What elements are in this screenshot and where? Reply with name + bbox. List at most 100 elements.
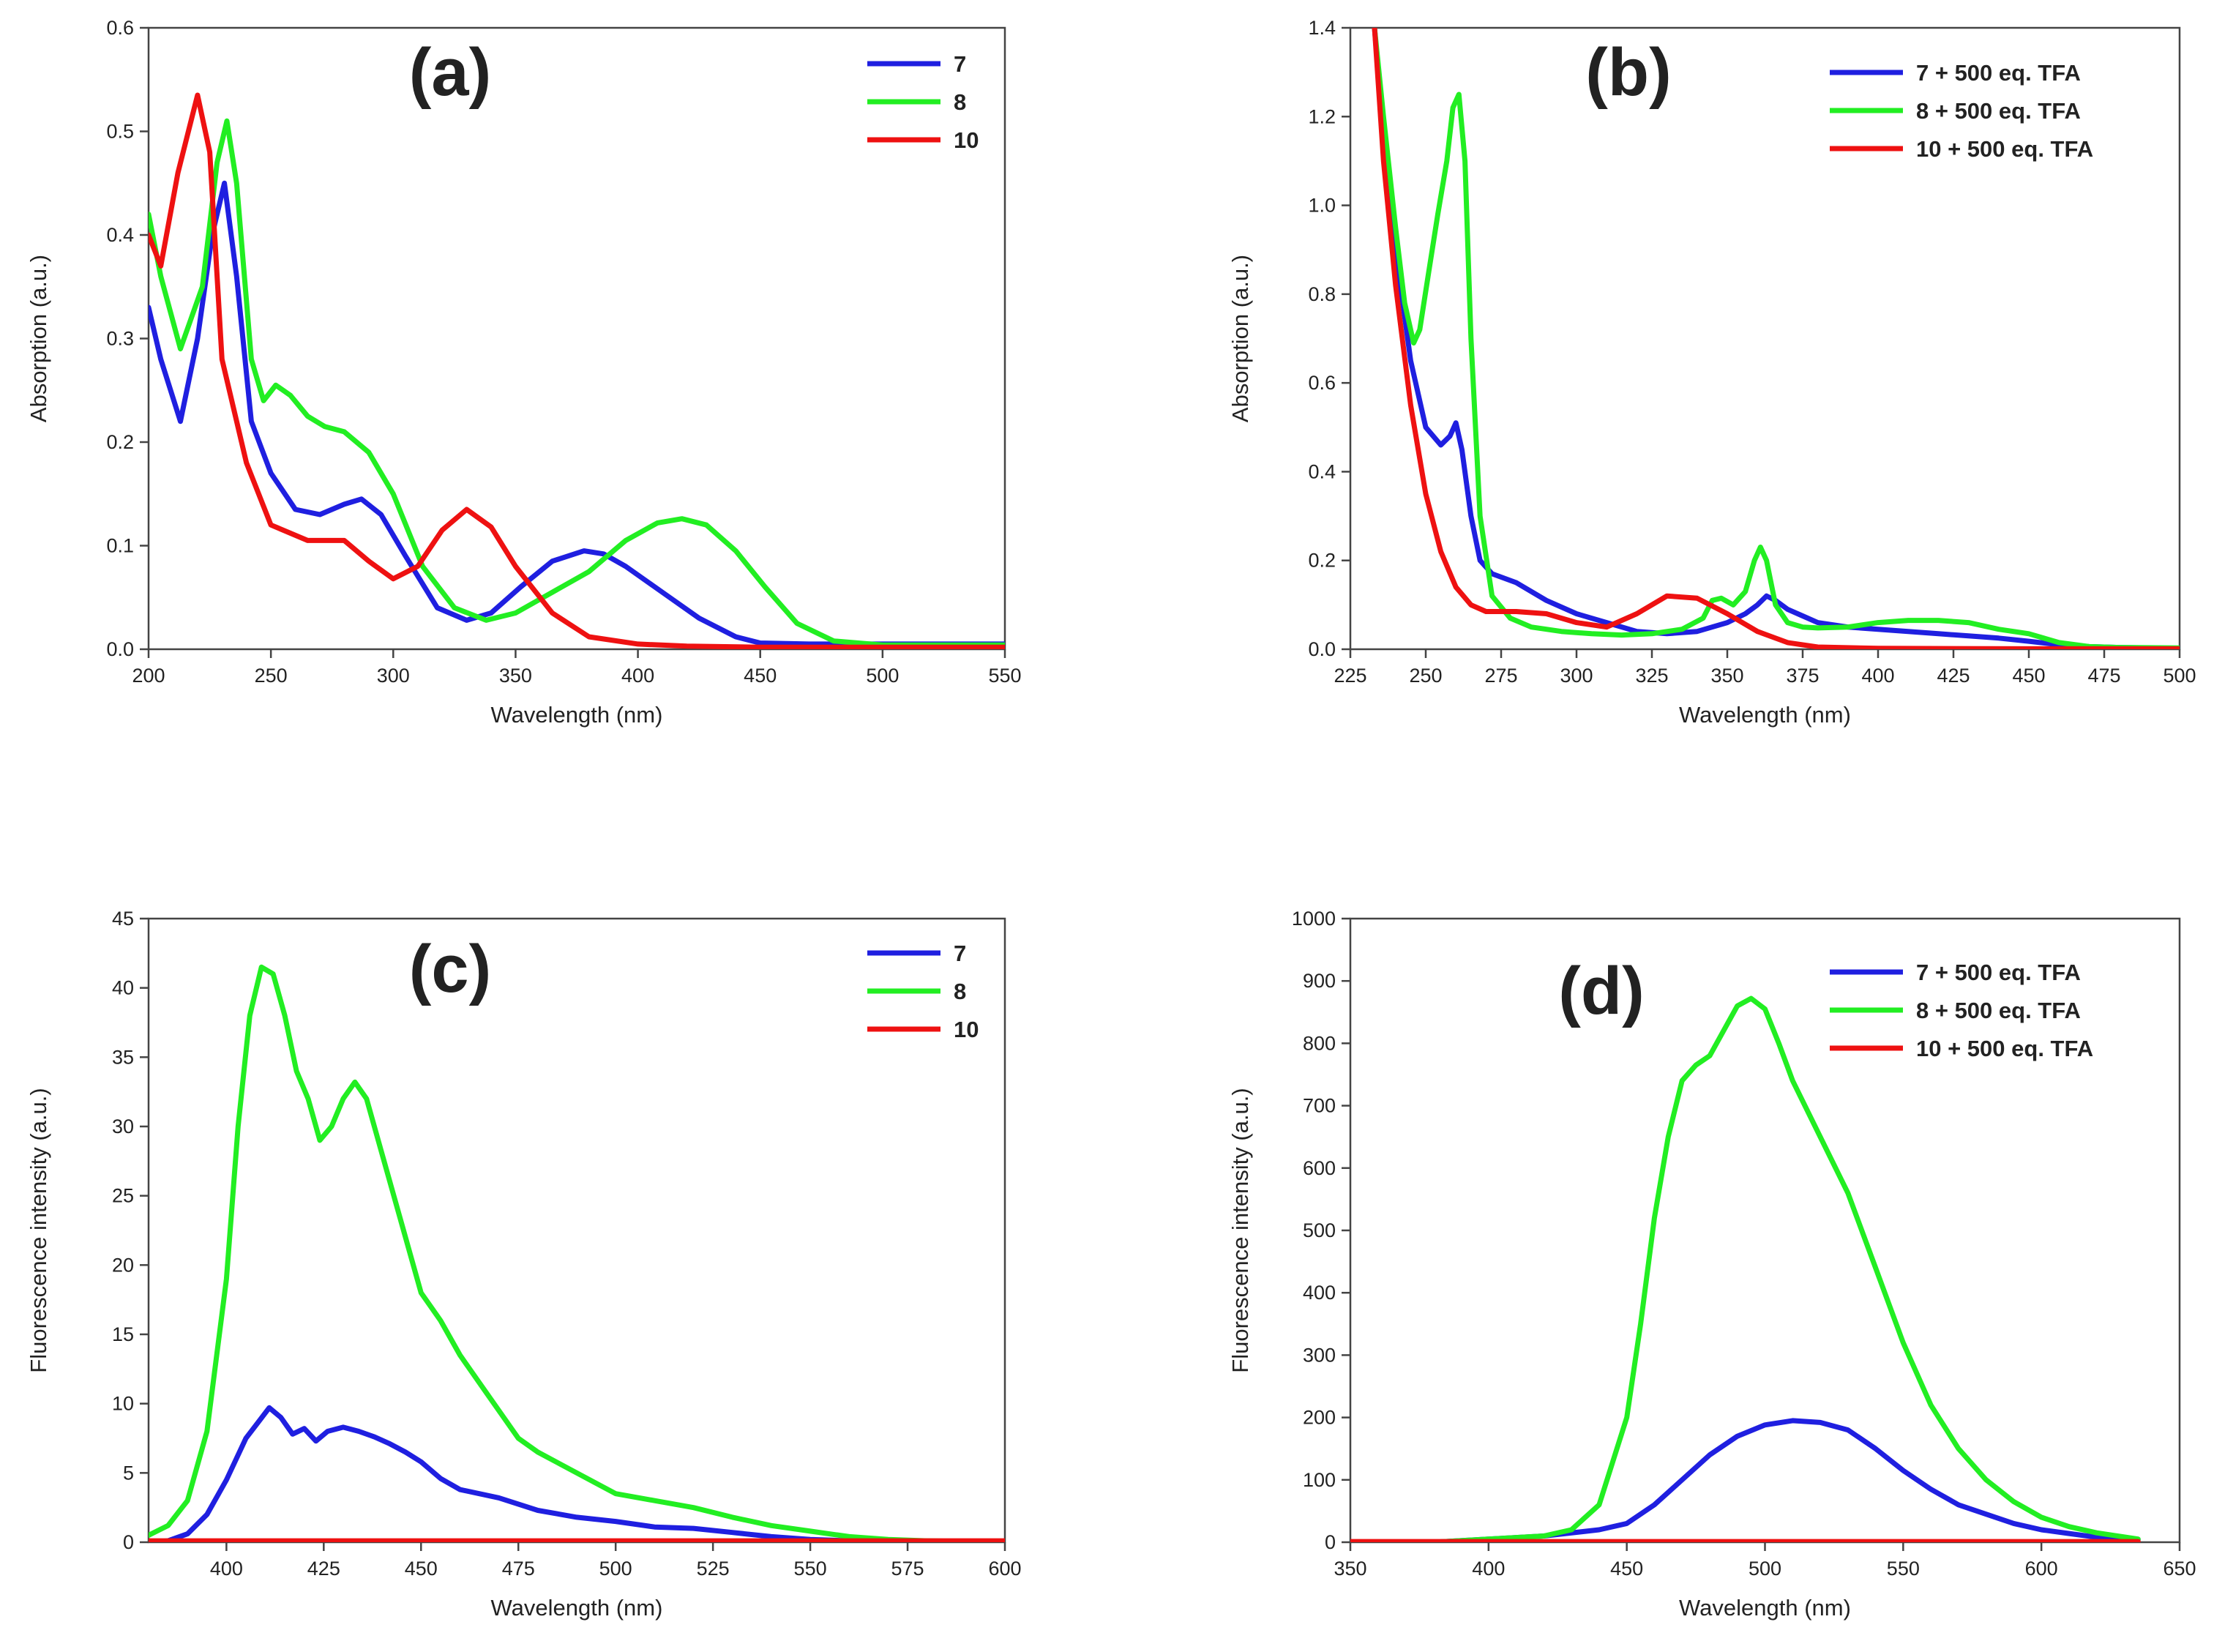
y-tick-label: 10 <box>112 1393 134 1415</box>
y-tick-label: 0.4 <box>1308 460 1336 482</box>
x-tick-label: 300 <box>377 665 410 687</box>
legend-label: 10 + 500 eq. TFA <box>1916 136 2093 162</box>
series-line-1 <box>1430 995 2141 1542</box>
y-tick-label: 900 <box>1303 970 1336 992</box>
x-tick-label: 400 <box>621 665 654 687</box>
legend-label: 10 + 500 eq. TFA <box>1916 1036 2093 1061</box>
y-tick-label: 45 <box>112 908 134 930</box>
series-line-1 <box>1372 28 2180 649</box>
y-tick-label: 0.0 <box>1308 638 1336 660</box>
x-tick-label: 425 <box>1937 665 1970 687</box>
x-tick-label: 350 <box>1334 1558 1366 1580</box>
panel-label: (a) <box>409 35 491 110</box>
series-line-0 <box>149 180 1005 647</box>
x-tick-label: 450 <box>405 1558 438 1580</box>
y-tick-label: 1000 <box>1292 908 1336 930</box>
y-tick-label: 25 <box>112 1185 134 1207</box>
x-tick-label: 200 <box>132 665 165 687</box>
x-tick-label: 550 <box>1887 1558 1920 1580</box>
x-tick-label: 475 <box>502 1558 535 1580</box>
x-tick-label: 225 <box>1334 665 1366 687</box>
legend-label: 7 + 500 eq. TFA <box>1916 960 2081 985</box>
x-tick-label: 650 <box>2163 1558 2196 1580</box>
plot-frame <box>147 917 1006 1544</box>
y-tick-label: 200 <box>1303 1407 1336 1429</box>
chart-panel-2: 400 425 450 475 500 525 550 575 600 0 5 10 15 20 25 30 3… <box>26 908 1022 1621</box>
panel-label: (d) <box>1558 954 1644 1028</box>
y-tick-label: 0.1 <box>106 535 134 557</box>
y-tick-label: 0.2 <box>1308 550 1336 572</box>
x-tick-label: 400 <box>1861 665 1894 687</box>
series-line-0 <box>149 1405 1005 1542</box>
y-axis-label: Absorption (a.u.) <box>1227 255 1253 422</box>
x-tick-label: 600 <box>2025 1558 2058 1580</box>
x-tick-label: 275 <box>1484 665 1517 687</box>
y-tick-label: 500 <box>1303 1219 1336 1241</box>
x-tick-label: 425 <box>307 1558 340 1580</box>
x-tick-label: 600 <box>988 1558 1021 1580</box>
x-tick-label: 400 <box>210 1558 243 1580</box>
chart-panel-1: 225 250 275 300 325 350 375 400 425 450 475 500 0.0 0… <box>1227 17 2196 728</box>
y-tick-label: 0 <box>1325 1531 1336 1553</box>
legend-label: 7 + 500 eq. TFA <box>1916 60 2081 86</box>
legend-label: 8 + 500 eq. TFA <box>1916 998 2081 1023</box>
chart-panel-0: 200 250 300 350 400 450 500 550 0.0 0.1 0.2 0.3 0.4 0… <box>26 17 1022 728</box>
y-axis-label: Absorption (a.u.) <box>26 255 51 422</box>
series-line-2 <box>149 92 1005 649</box>
legend-label: 7 <box>954 51 966 77</box>
legend-label: 8 <box>954 89 966 115</box>
plot-frame <box>147 26 1006 651</box>
y-tick-label: 300 <box>1303 1344 1336 1366</box>
y-tick-label: 30 <box>112 1115 134 1137</box>
x-tick-label: 500 <box>2163 665 2196 687</box>
y-tick-label: 1.0 <box>1308 195 1336 217</box>
y-tick-label: 0.6 <box>1308 372 1336 394</box>
x-tick-label: 500 <box>1749 1558 1781 1580</box>
series-line-2 <box>1372 28 2180 649</box>
x-tick-label: 450 <box>1610 1558 1643 1580</box>
y-axis-label: Fluorescence intensity (a.u.) <box>26 1088 51 1372</box>
x-tick-label: 325 <box>1635 665 1668 687</box>
y-tick-label: 0.3 <box>106 328 134 350</box>
x-tick-label: 500 <box>866 665 899 687</box>
x-tick-label: 475 <box>2087 665 2120 687</box>
y-tick-label: 1.2 <box>1308 105 1336 127</box>
legend-label: 7 <box>954 941 966 966</box>
x-axis-label: Wavelength (nm) <box>1679 702 1851 728</box>
x-axis-label: Wavelength (nm) <box>491 1595 663 1621</box>
panel-label: (c) <box>409 932 491 1006</box>
x-tick-label: 300 <box>1560 665 1593 687</box>
y-tick-label: 35 <box>112 1046 134 1068</box>
y-axis-label: Fluorescence intensity (a.u.) <box>1227 1088 1253 1372</box>
series-line-1 <box>149 964 1005 1542</box>
x-tick-label: 250 <box>1409 665 1442 687</box>
y-tick-label: 0.6 <box>106 17 134 39</box>
y-tick-label: 600 <box>1303 1157 1336 1179</box>
y-tick-label: 40 <box>112 977 134 999</box>
x-tick-label: 450 <box>744 665 777 687</box>
legend-label: 10 <box>954 127 979 153</box>
y-tick-label: 0.8 <box>1308 283 1336 305</box>
y-tick-label: 5 <box>123 1462 134 1484</box>
y-tick-label: 400 <box>1303 1282 1336 1304</box>
y-tick-label: 0.2 <box>106 431 134 453</box>
legend-label: 8 <box>954 979 966 1004</box>
y-tick-label: 20 <box>112 1254 134 1276</box>
x-tick-label: 500 <box>599 1558 632 1580</box>
x-tick-label: 550 <box>794 1558 827 1580</box>
x-tick-label: 375 <box>1786 665 1819 687</box>
chart-panel-3: 350 400 450 500 550 600 650 0 100 200 300 400 500 600… <box>1227 908 2196 1621</box>
series-line-0 <box>1430 1418 2141 1542</box>
legend-label: 8 + 500 eq. TFA <box>1916 98 2081 124</box>
y-tick-label: 0.4 <box>106 224 134 246</box>
x-tick-label: 575 <box>891 1558 924 1580</box>
y-tick-label: 100 <box>1303 1469 1336 1491</box>
x-tick-label: 450 <box>2012 665 2045 687</box>
plot-frame <box>1349 26 2181 651</box>
x-tick-label: 550 <box>988 665 1021 687</box>
x-tick-label: 525 <box>697 1558 730 1580</box>
x-tick-label: 350 <box>499 665 532 687</box>
y-tick-label: 1.4 <box>1308 17 1336 39</box>
y-tick-label: 0.0 <box>106 638 134 660</box>
